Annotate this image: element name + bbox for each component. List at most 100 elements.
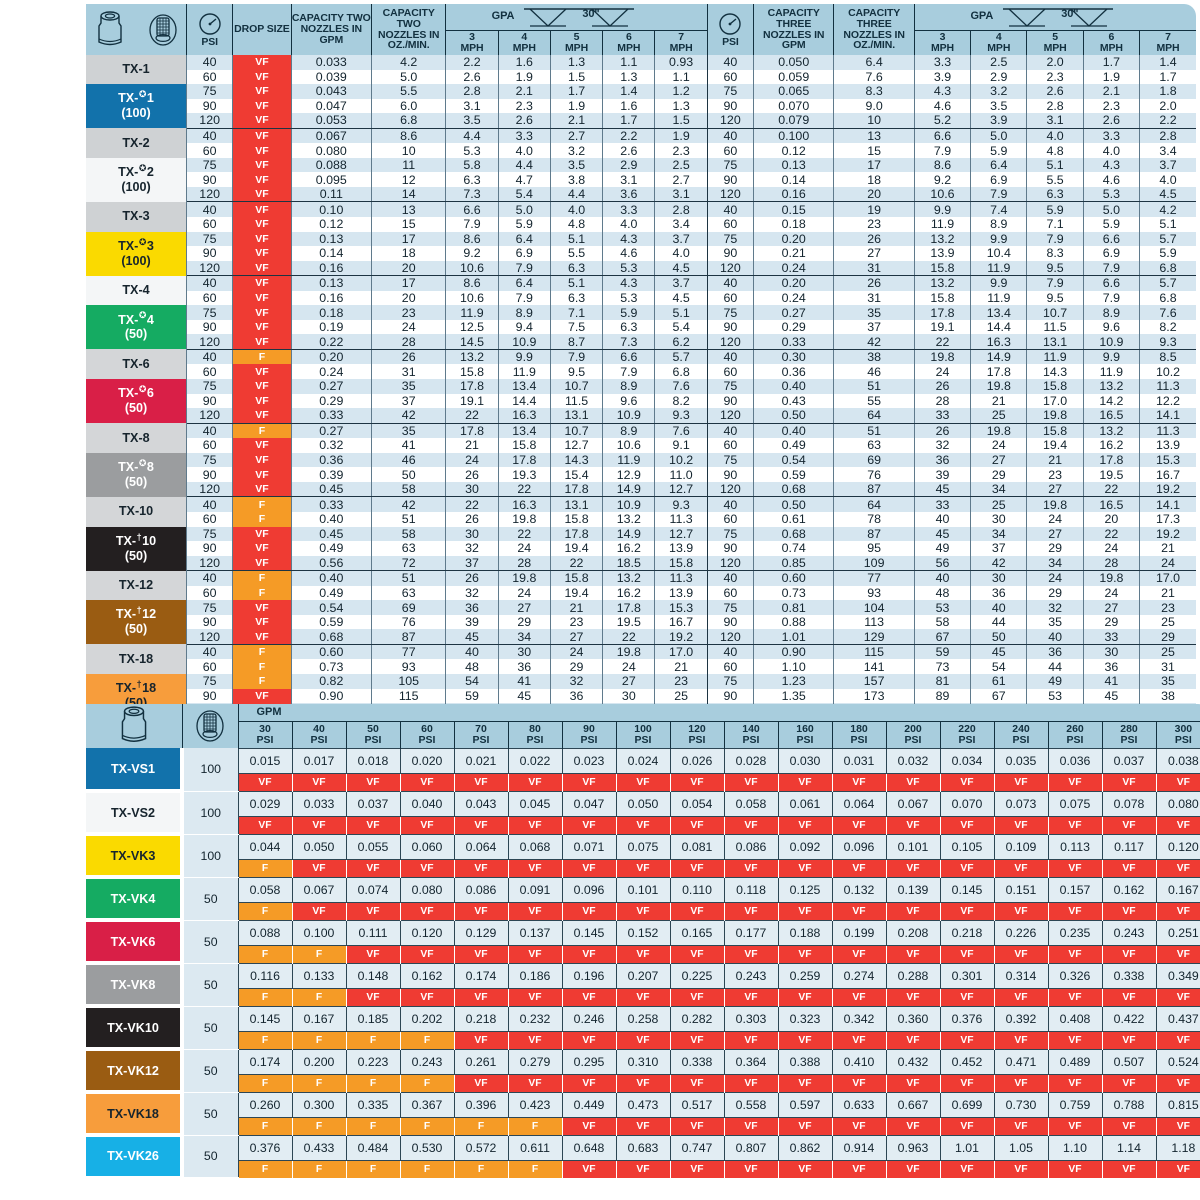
drop-size-cell: VF: [994, 988, 1049, 1006]
nozzle-name-cell[interactable]: TX-†12 (50): [86, 600, 188, 645]
nozzle-name-cell[interactable]: TX-VK18: [86, 1092, 184, 1137]
nozzle-name-cell[interactable]: TX-✪6 (50): [86, 379, 188, 424]
gpm-value-cell: 0.096: [832, 833, 887, 860]
gpa-two-cell: 13.9: [654, 541, 708, 556]
drop-size-cell: VF: [232, 69, 292, 85]
nozzle-name-cell[interactable]: TX-VK8: [86, 963, 184, 1008]
capacity-two-gpm-cell: 0.18: [291, 305, 373, 320]
nozzle-name-cell[interactable]: TX-VS2: [86, 791, 184, 836]
drop-size-cell: VF: [670, 1074, 725, 1092]
capacity-three-gpm-cell: 0.18: [753, 217, 835, 232]
capacity-three-oz-cell: 31: [833, 290, 915, 306]
capacity-three-oz-cell: 38: [833, 349, 915, 365]
capacity-two-gpm-cell: 0.20: [291, 349, 373, 365]
psi-two-cell: 40: [186, 423, 234, 439]
nozzle-name-cell[interactable]: TX-VK26: [86, 1135, 184, 1180]
table-row: 90 VF 0.49 63 32 24 19.4 16.2 13.9 90 0.74 95 49 37 29…: [86, 541, 1196, 556]
table-row: TX-✪6 (50) 75 VF 0.27 35 17.8 13.4 10.7 8.9 7.6 75 0…: [86, 379, 1196, 424]
capacity-three-gpm-cell: 0.27: [753, 305, 835, 320]
gpa-two-header: GPA 30": [445, 4, 708, 31]
gpa-two-cell: 22: [602, 629, 656, 645]
nozzle-name-cell[interactable]: TX-VK3: [86, 834, 184, 879]
nozzle-name-cell[interactable]: TX-4: [86, 275, 188, 306]
gpa-two-cell: 1.7: [602, 113, 656, 129]
gpa-three-cell: 13.1: [1026, 334, 1084, 350]
psi-three-cell: 120: [707, 334, 755, 350]
gpm-value-cell: 0.282: [670, 1005, 725, 1032]
capacity-two-oz-cell: 50: [371, 467, 447, 482]
capacity-two-oz-cell: 63: [371, 585, 447, 601]
psi-three-cell: 75: [707, 452, 755, 468]
capacity-three-gpm-cell: 0.85: [753, 555, 835, 572]
nozzle-name-cell[interactable]: TX-✪3 (100): [86, 231, 188, 276]
drop-size-cell: VF: [232, 290, 292, 306]
gpa-three-cell: 9.6: [1083, 319, 1141, 335]
nozzle-name-cell[interactable]: TX-18: [86, 644, 188, 674]
nozzle-name-cell[interactable]: TX-8: [86, 423, 188, 453]
gpa-three-cell: 67: [970, 688, 1028, 704]
nozzle-name-cell[interactable]: TX-✪2 (100): [86, 157, 188, 202]
psi-two-cell: 60: [186, 511, 234, 527]
spacing-diagram-icon: [524, 8, 635, 27]
capacity-two-gpm-cell: 0.13: [291, 231, 373, 247]
nozzle-name-cell[interactable]: TX-3: [86, 201, 188, 232]
drop-size-cell: VF: [562, 1031, 617, 1049]
gpm-value-cell: 0.117: [1102, 833, 1157, 860]
capacity-three-gpm-cell: 0.49: [753, 438, 835, 453]
nozzle-name-cell[interactable]: TX-VK12: [86, 1049, 184, 1094]
nozzle-name-cell[interactable]: TX-✪8 (50): [86, 452, 188, 497]
drop-size-cell: F: [238, 945, 293, 963]
gpa-two-cell: 5.3: [602, 260, 656, 277]
mph-header-4-mph: 4 MPH: [970, 30, 1028, 55]
gpa-three-cell: 17.8: [970, 364, 1028, 380]
gpa-three-cell: 30: [970, 570, 1028, 586]
nozzle-name-cell[interactable]: TX-12: [86, 570, 188, 601]
nozzle-name-cell[interactable]: TX-VK6: [86, 920, 184, 965]
gpm-value-cell: 0.080: [1156, 790, 1200, 817]
gpa-three-cell: 16.5: [1083, 496, 1141, 512]
gpa-three-cell: 31: [1139, 659, 1196, 674]
gpa-three-cell: 5.9: [970, 143, 1028, 158]
gpa-three-cell: 19.8: [1026, 408, 1084, 424]
capacity-two-gpm-cell: 0.12: [291, 217, 373, 232]
gpm-value-cell: 0.047: [562, 790, 617, 817]
gpa-three-cell: 19.5: [1083, 467, 1141, 482]
gpa-three-cell: 11.5: [1026, 319, 1084, 335]
gpa-three-cell: 9.9: [914, 201, 972, 218]
capacity-three-gpm-cell: 0.40: [753, 379, 835, 394]
nozzle-name-cell[interactable]: TX-6: [86, 349, 188, 380]
nozzle-name-cell[interactable]: TX-VK10: [86, 1006, 184, 1051]
gpa-two-cell: 7.5: [550, 319, 604, 335]
nozzle-name-cell[interactable]: TX-VS1: [86, 748, 184, 793]
psi-two-cell: 40: [186, 201, 234, 218]
table-row: 120 VF 0.68 87 45 34 27 22 19.2 120 1.01 129 67 50 40 3…: [86, 629, 1196, 645]
drop-size-cell: VF: [400, 816, 455, 834]
capacity-three-oz-cell: 35: [833, 305, 915, 320]
gpm-value-cell: 0.029: [238, 790, 293, 817]
drop-size-row: VF VF VF VF VF VF VF VF VF VF VF VF VF VF VF VF VF VF: [86, 773, 1200, 791]
gpa-three-cell: 4.6: [914, 98, 972, 114]
nozzle-name-cell[interactable]: TX-1: [86, 55, 188, 85]
nozzle-name-cell[interactable]: TX-✪4 (50): [86, 305, 188, 350]
capacity-three-gpm-cell: 0.61: [753, 511, 835, 527]
nozzle-name-cell[interactable]: TX-10: [86, 496, 188, 527]
gpm-value-cell: 0.075: [1048, 790, 1103, 817]
nozzle-name-cell[interactable]: TX-†10 (50): [86, 526, 188, 571]
gpm-value-cell: 0.342: [832, 1005, 887, 1032]
gpa-three-cell: 34: [970, 526, 1028, 542]
nozzle-name-cell[interactable]: TX-VK4: [86, 877, 184, 922]
gpm-value-cell: 0.133: [292, 962, 347, 989]
gpa-two-cell: 3.8: [550, 172, 604, 187]
gpa-two-cell: 6.6: [602, 349, 656, 365]
psi-three-cell: 40: [707, 275, 755, 291]
gpa-three-cell: 14.1: [1139, 408, 1196, 424]
gpa-three-cell: 22: [914, 334, 972, 350]
two-and-three-nozzle-capacity-table: PSI DROP SIZE CAPACITY TWO NOZZLES IN GP…: [86, 4, 1196, 793]
gpa-two-cell: 26: [445, 467, 499, 482]
gpm-value-cell: 0.301: [940, 962, 995, 989]
gpa-two-cell: 9.9: [498, 349, 551, 365]
gpa-two-cell: 4.4: [445, 128, 499, 144]
nozzle-name-cell[interactable]: TX-✪1 (100): [86, 84, 188, 129]
nozzle-name-cell[interactable]: TX-2: [86, 128, 188, 158]
drop-size-cell: VF: [562, 1117, 617, 1135]
